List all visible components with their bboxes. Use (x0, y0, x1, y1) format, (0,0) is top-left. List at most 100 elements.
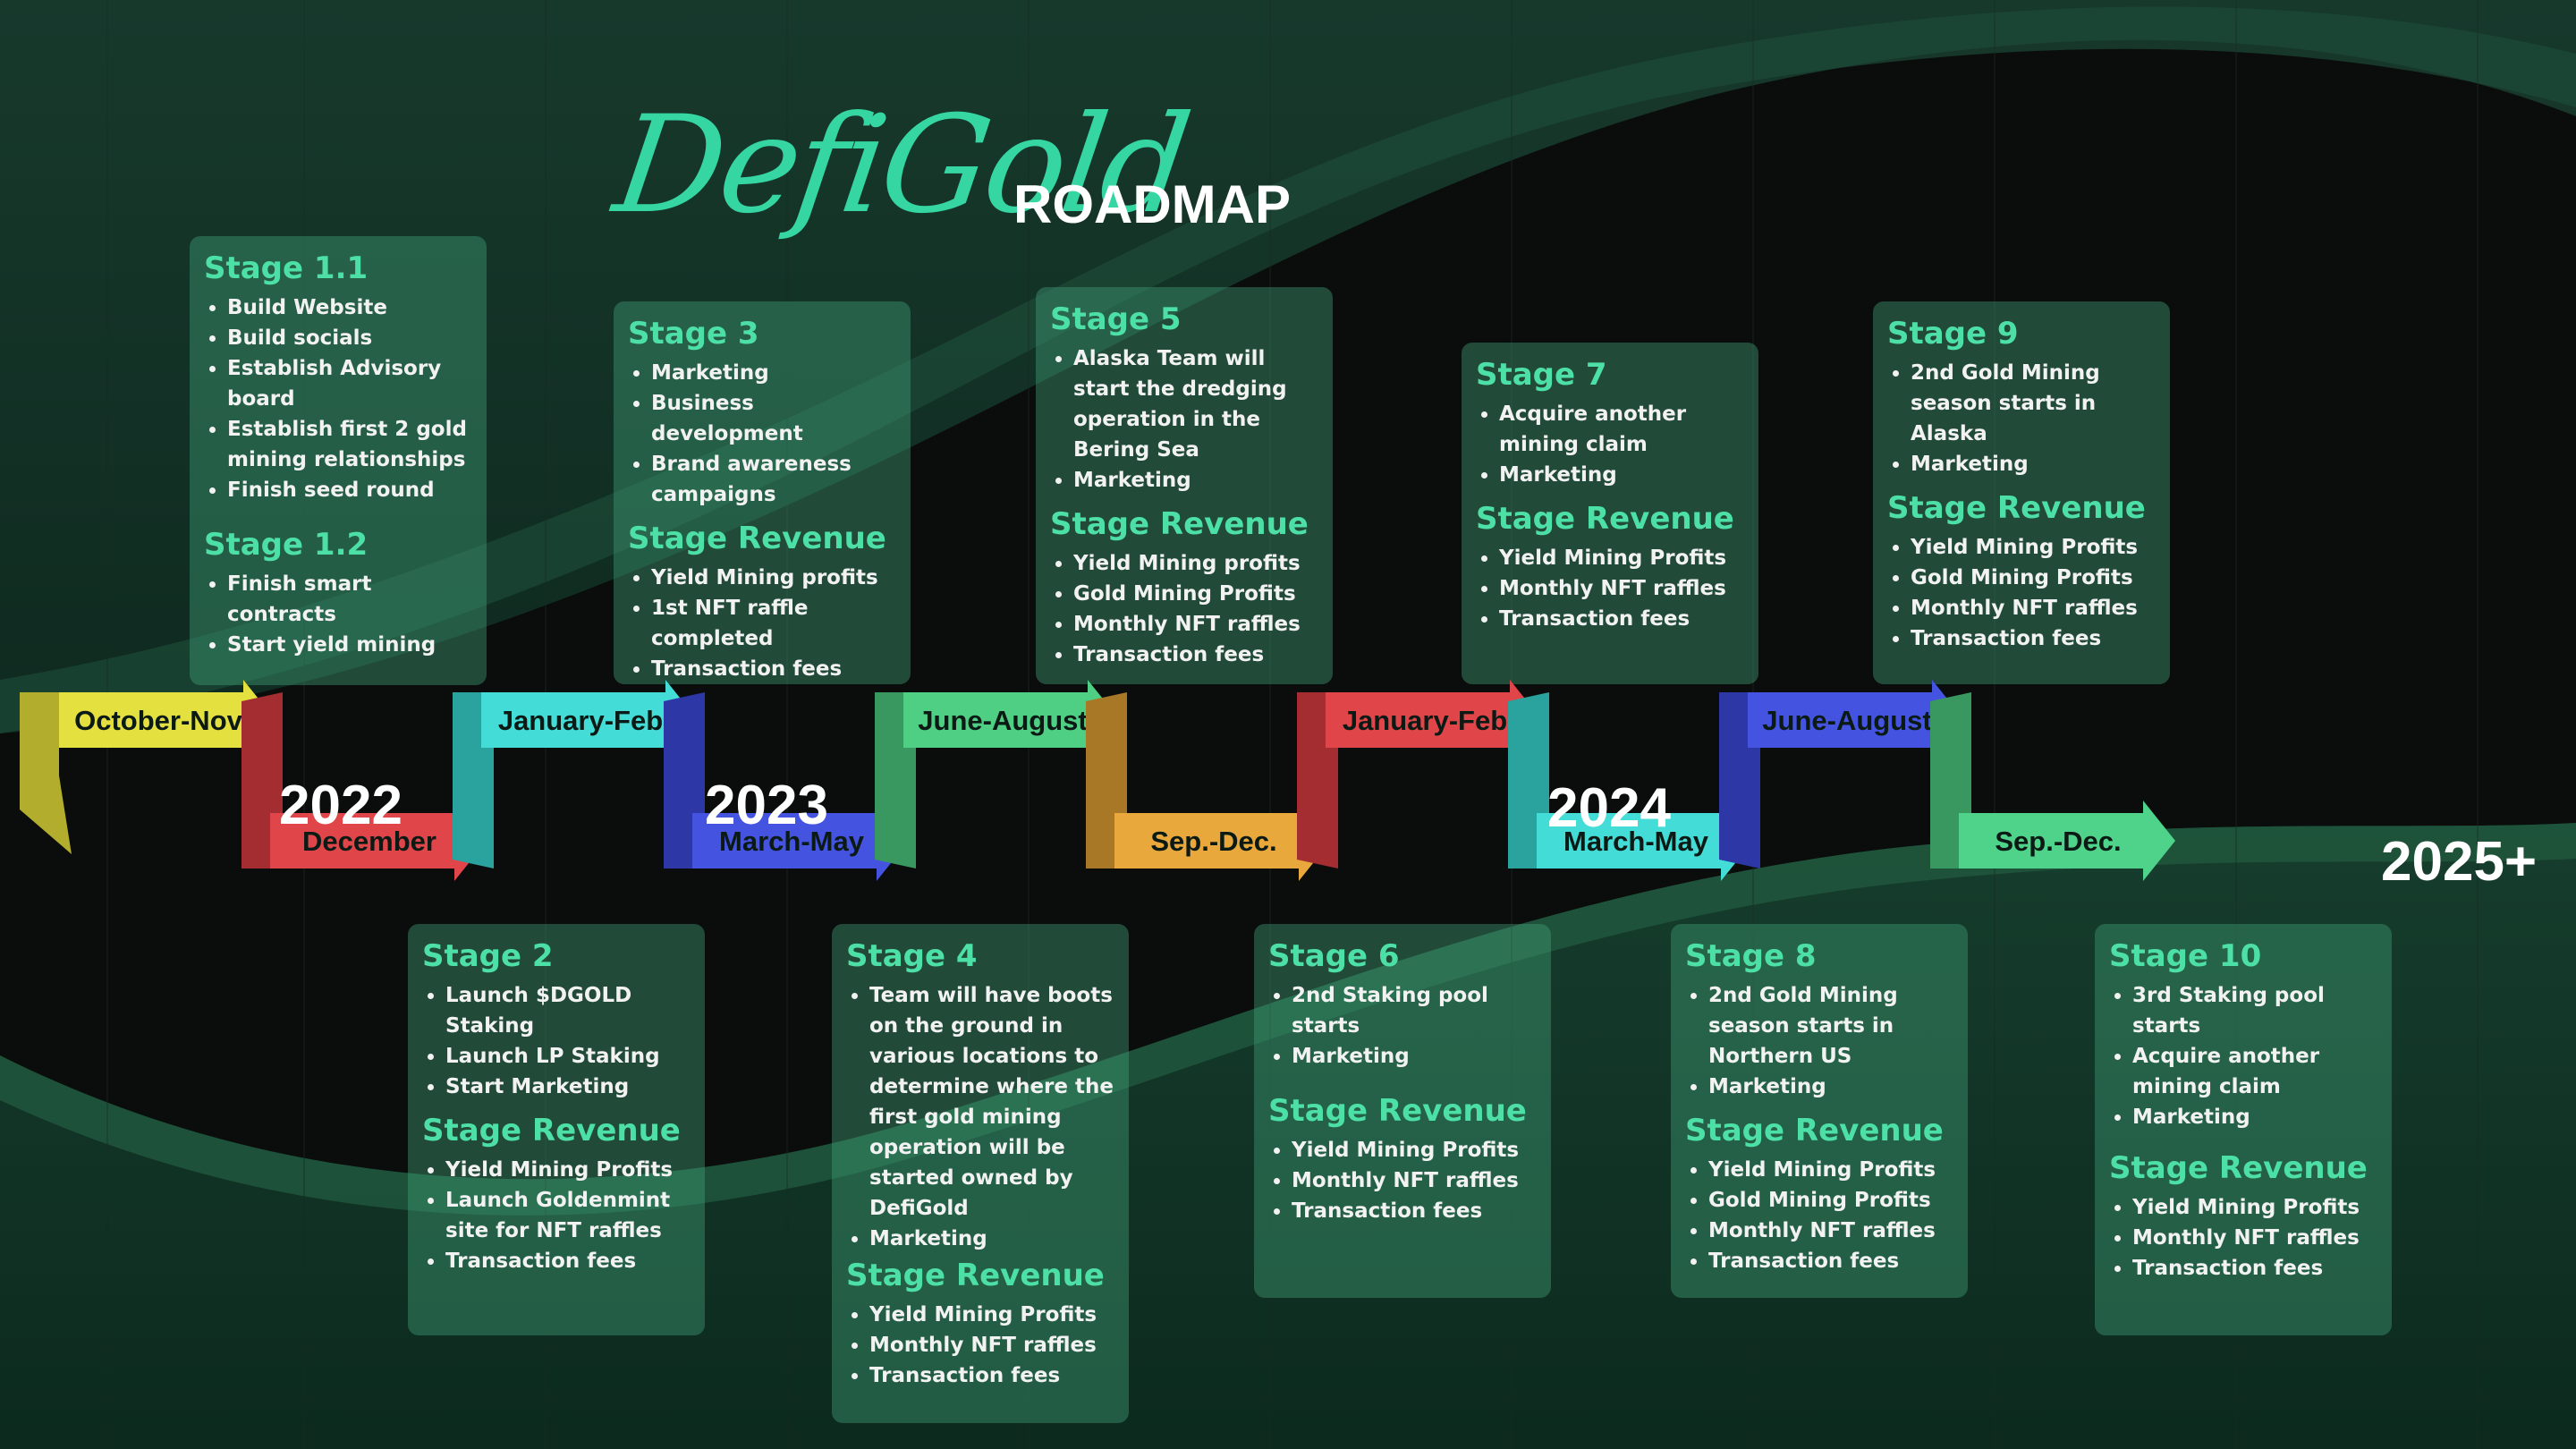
list-item: Yield Mining Profits (1499, 543, 1744, 573)
list-item: Gold Mining Profits (1911, 563, 2156, 593)
list-item: Start yield mining (227, 630, 472, 660)
list-item: Yield Mining Profits (445, 1155, 691, 1185)
timeline-segment: Sep.-Dec. (1086, 692, 1331, 881)
year-label-2024: 2024 (1547, 777, 1671, 839)
stage-items: Acquire another mining claim Marketing (1476, 399, 1744, 490)
list-item: 2nd Gold Mining season starts in Norther… (1708, 980, 1953, 1072)
list-item: 3rd Staking pool starts (2132, 980, 2377, 1041)
stage-revenue-items: Yield Mining Profits Gold Mining Profits… (1685, 1155, 1953, 1276)
stage-3-card: Stage 3 Marketing Business development B… (614, 301, 911, 684)
stage-revenue-items: Yield Mining Profits Launch Goldenmint s… (422, 1155, 691, 1276)
stage-revenue-title: Stage Revenue (846, 1257, 1105, 1293)
stage-title: Stage 7 (1476, 357, 1607, 393)
stage-revenue-items: Yield Mining Profits Monthly NFT raffles… (1268, 1135, 1537, 1226)
list-item: Yield Mining Profits (1911, 532, 2156, 563)
stage-items: 2nd Staking pool starts Marketing (1268, 980, 1537, 1072)
list-item: Yield Mining profits (651, 563, 896, 593)
stage-6-card: Stage 6 2nd Staking pool starts Marketin… (1254, 924, 1551, 1298)
stage-title: Stage 1.1 (204, 250, 369, 286)
list-item: Marketing (2132, 1102, 2377, 1132)
stage-revenue-title: Stage Revenue (1476, 500, 1734, 537)
list-item: Monthly NFT raffles (1911, 593, 2156, 623)
list-item: Monthly NFT raffles (1073, 609, 1318, 640)
list-item: Marketing (651, 358, 896, 388)
list-item: Acquire another mining claim (2132, 1041, 2377, 1102)
timeline-arrow (692, 801, 909, 881)
list-item: Yield Mining Profits (869, 1300, 1114, 1330)
stage-title: Stage 9 (1887, 316, 2019, 352)
stage-2-card: Stage 2 Launch $DGOLD Staking Launch LP … (408, 924, 705, 1335)
timeline-arrow (903, 680, 1120, 760)
list-item: 2nd Staking pool starts (1292, 980, 1537, 1041)
timeline-segment: December (242, 692, 487, 881)
list-item: Business development (651, 388, 896, 449)
stage-items: Alaska Team will start the dredging oper… (1050, 343, 1318, 496)
stage-revenue-title: Stage Revenue (422, 1112, 681, 1148)
stage-revenue-items: Yield Mining Profits Gold Mining Profits… (1887, 532, 2156, 654)
timeline-period-label: June-August (918, 705, 1087, 736)
stage-items: 2nd Gold Mining season starts in Norther… (1685, 980, 1953, 1102)
timeline-arrow (1748, 680, 1964, 760)
stage-9-card: Stage 9 2nd Gold Mining season starts in… (1873, 301, 2170, 684)
stage-revenue-title: Stage Revenue (628, 520, 886, 556)
stage-title: Stage 10 (2109, 938, 2262, 974)
stage-8-card: Stage 8 2nd Gold Mining season starts in… (1671, 924, 1968, 1298)
stage-items: Marketing Business development Brand awa… (628, 358, 896, 510)
list-item: Brand awareness campaigns (651, 449, 896, 510)
list-item: Launch $DGOLD Staking (445, 980, 691, 1041)
list-item: Finish smart contracts (227, 569, 472, 630)
timeline-segment: June-August (875, 680, 1120, 869)
timeline-segment: June-August (1719, 680, 1964, 869)
timeline-arrow (270, 801, 487, 881)
stage-items: 3rd Staking pool starts Acquire another … (2109, 980, 2377, 1132)
list-item: Monthly NFT raffles (1292, 1165, 1537, 1196)
list-item: Monthly NFT raffles (2132, 1223, 2377, 1253)
stage-revenue-title: Stage Revenue (1050, 505, 1309, 542)
list-item: Transaction fees (1073, 640, 1318, 670)
stage-title: Stage 3 (628, 316, 759, 352)
list-item: Acquire another mining claim (1499, 399, 1744, 460)
timeline-period-label: March-May (1563, 826, 1709, 857)
timeline-period-label: June-August (1762, 705, 1931, 736)
stage-title: Stage 8 (1685, 938, 1817, 974)
timeline-arrow (1959, 801, 2175, 881)
list-item: Transaction fees (1292, 1196, 1537, 1226)
list-item: Start Marketing (445, 1072, 691, 1102)
stage-revenue-items: Yield Mining Profits Monthly NFT raffles… (2109, 1192, 2377, 1284)
year-label-2022: 2022 (279, 775, 402, 836)
stage-revenue-items: Yield Mining Profits Monthly NFT raffles… (1476, 543, 1744, 634)
stage-items: Team will have boots on the ground in va… (846, 980, 1114, 1254)
timeline-arrow (481, 680, 698, 760)
stage-7-card: Stage 7 Acquire another mining claim Mar… (1462, 343, 1758, 684)
list-item: 1st NFT raffle completed (651, 593, 896, 654)
stage-items: Finish smart contracts Start yield minin… (204, 569, 472, 660)
list-item: Transaction fees (1499, 604, 1744, 634)
list-item: Transaction fees (869, 1360, 1114, 1391)
timeline-period-label: January-Feb (498, 705, 663, 736)
stage-revenue-title: Stage Revenue (2109, 1149, 2368, 1186)
list-item: Transaction fees (445, 1246, 691, 1276)
stage-title: Stage 4 (846, 938, 978, 974)
stage-revenue-title: Stage Revenue (1268, 1092, 1527, 1129)
stage-revenue-title: Stage Revenue (1685, 1112, 1944, 1148)
timeline-period-label: Sep.-Dec. (1150, 826, 1276, 857)
list-item: Build socials (227, 323, 472, 353)
list-item: Gold Mining Profits (1708, 1185, 1953, 1216)
stage-5-card: Stage 5 Alaska Team will start the dredg… (1036, 287, 1333, 684)
stage-items: Build Website Build socials Establish Ad… (204, 292, 472, 505)
list-item: Transaction fees (651, 654, 896, 684)
timeline-segment: October-Nov (20, 680, 275, 854)
timeline-period-label: Sep.-Dec. (1995, 826, 2121, 857)
list-item: Marketing (1499, 460, 1744, 490)
stage-revenue-items: Yield Mining Profits Monthly NFT raffles… (846, 1300, 1114, 1391)
timeline-segment: January-Feb (1297, 680, 1542, 869)
list-item: Launch LP Staking (445, 1041, 691, 1072)
stage-revenue-title: Stage Revenue (1887, 489, 2146, 526)
stage-items: Launch $DGOLD Staking Launch LP Staking … (422, 980, 691, 1102)
year-label-2025-plus: 2025+ (2381, 831, 2538, 893)
list-item: Marketing (869, 1224, 1114, 1254)
list-item: Monthly NFT raffles (1708, 1216, 1953, 1246)
stage-title: Stage 5 (1050, 301, 1182, 337)
